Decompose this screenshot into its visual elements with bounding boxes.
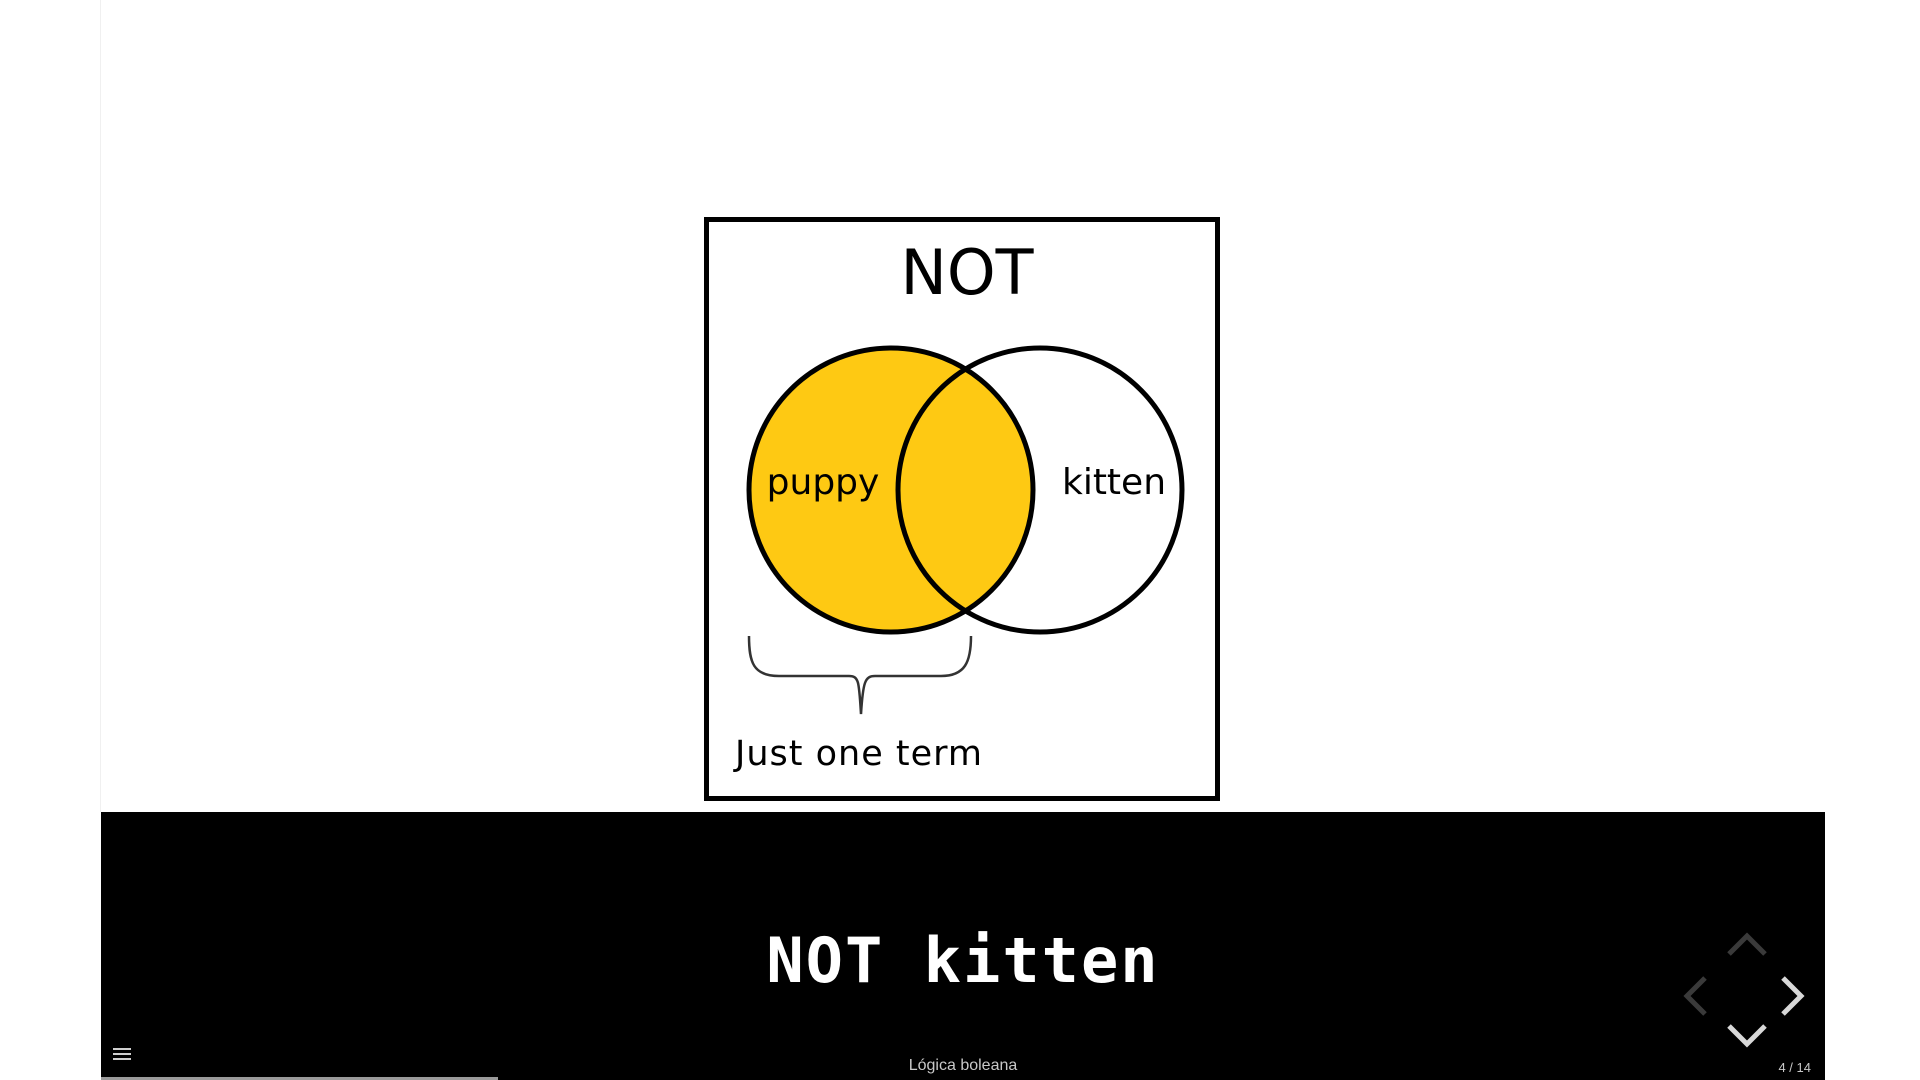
brace-caption: Just one term <box>733 734 983 774</box>
kitten-circle <box>895 345 1185 635</box>
slide-number: 4 / 14 <box>1778 1060 1811 1075</box>
chevron-right-icon[interactable] <box>1779 974 1807 1018</box>
presentation-title: Lógica boleana <box>908 1057 1018 1074</box>
chevron-left-icon[interactable] <box>1681 974 1709 1018</box>
venn-diagram-figure: NOT puppy kitten Just one term <box>704 217 1220 801</box>
hamburger-menu-icon[interactable] <box>112 1045 134 1067</box>
navigation-controls <box>1681 930 1811 1060</box>
curly-brace <box>747 635 973 715</box>
menu-bar <box>113 1048 131 1050</box>
kitten-label: kitten <box>1062 462 1166 503</box>
progress-bar[interactable] <box>101 1077 1825 1080</box>
puppy-label: puppy <box>767 462 880 503</box>
menu-bar <box>113 1053 131 1055</box>
menu-bar <box>113 1058 131 1060</box>
puppy-circle <box>746 345 1036 635</box>
slide-caption-band: NOT kitten Lógica boleana 4 / 14 <box>101 812 1825 1080</box>
slide-caption: NOT kitten <box>766 924 1160 997</box>
diagram-title: NOT <box>900 236 1034 309</box>
venn-diagram: NOT puppy kitten Just one term <box>733 236 1185 774</box>
chevron-up-icon[interactable] <box>1725 930 1769 958</box>
progress-bar-fill <box>101 1077 498 1080</box>
chevron-down-icon[interactable] <box>1725 1022 1769 1050</box>
page-edge-divider <box>100 0 101 812</box>
puppy-only-region <box>749 348 1033 632</box>
